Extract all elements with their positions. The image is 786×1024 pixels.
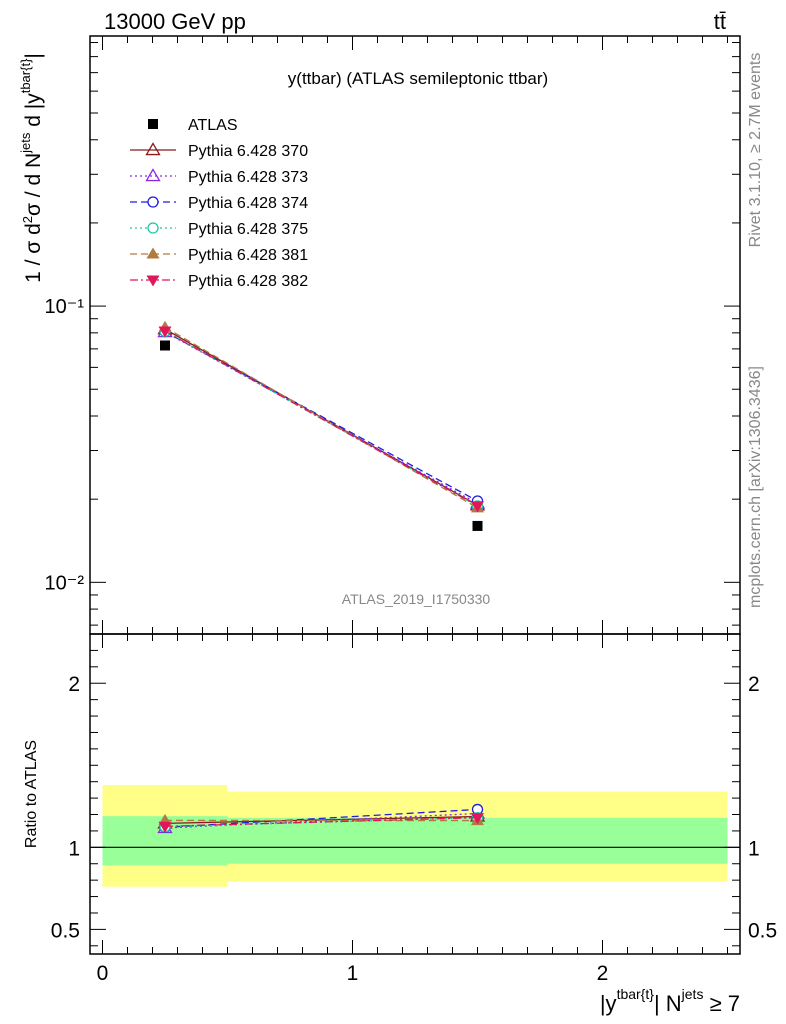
legend-entry: Pythia 6.428 375 [130,221,308,238]
x-axis-label: |ytbar{t}| Njets ≥ 7 [600,986,740,1016]
legend-marker [147,196,159,208]
data-point [158,326,172,338]
legend-marker [146,275,160,287]
main-panel: y(ttbar) (ATLAS semileptonic ttbar) ATLA… [18,35,741,635]
ratio-y-tick-label: 0.5 [51,919,80,942]
legend-entry: Pythia 6.428 382 [130,273,308,290]
svg-text:1 / σ d2σ / d Njets d |ytbar{t: 1 / σ d2σ / d Njets d |ytbar{t}| [18,53,45,283]
series-pythia-6-428-382 [158,326,484,513]
legend-marker [146,247,160,259]
legend-entry: Pythia 6.428 381 [130,247,308,264]
ratio-y-tick-label-right: 2 [748,673,760,696]
ratio-y-tick-label-right: 1 [748,837,760,860]
legend-marker [148,119,158,129]
ratio-y-axis-label: Ratio to ATLAS [23,740,40,848]
data-point [471,501,484,513]
ratio-line [164,816,478,827]
main-y-axis-label: 1 / σ d2σ / d Njets d |ytbar{t}| [18,53,45,283]
ratio-y-tick-label: 1 [68,837,80,860]
data-point [160,340,170,351]
legend-entry: Pythia 6.428 373 [130,168,308,186]
legend-entry: ATLAS [148,117,238,134]
site-label: mcplots.cern.ch [arXiv:1306.3436] [747,366,764,608]
process-label: tt̄ [714,9,726,34]
ratio-series-pythia-6-428-382 [158,813,484,833]
legend-marker [147,222,159,234]
legend-label: Pythia 6.428 373 [188,169,308,186]
energy-label: 13000 GeV pp [104,9,246,34]
ratio-point [471,813,484,825]
legend-marker [145,142,161,156]
series-line [164,326,478,509]
main-y-tick-label: 10⁻² [45,572,85,594]
x-tick-label: 0 [97,962,109,985]
legend-label: Pythia 6.428 381 [188,247,308,264]
legend-entry: Pythia 6.428 370 [130,142,308,160]
legend: ATLAS Pythia 6.428 370 Pythia 6.428 373 Pyt… [130,117,308,290]
series-line [164,331,478,505]
legend-label: Pythia 6.428 370 [188,143,308,160]
main-y-tick-label: 10⁻¹ [45,296,85,318]
svg-text:|ytbar{t}| Njets ≥ 7: |ytbar{t}| Njets ≥ 7 [600,986,740,1016]
series-atlas [160,340,483,531]
ratio-panel: 0.5 0.5 1 1 2 2 0 1 2 Ratio to ATLAS |ytbar{t}| … [23,633,777,1016]
uncertainty-band-inner [227,817,728,864]
ratio-y-tick-label-right: 0.5 [748,919,777,942]
ratio-frame [89,633,741,955]
series-line [164,330,478,507]
legend-label: Pythia 6.428 382 [188,273,308,290]
legend-entry: Pythia 6.428 374 [130,195,308,212]
data-point [472,520,483,531]
ratio-line [164,808,478,828]
analysis-id: ATLAS_2019_I1750330 [342,591,491,607]
legend-label: Pythia 6.428 374 [188,195,308,212]
legend-label: ATLAS [188,117,238,134]
legend-marker [145,168,161,182]
rivet-label: Rivet 3.1.10, ≥ 2.7M events [747,53,764,248]
ratio-y-tick-label: 2 [68,673,80,696]
main-chart-title: y(ttbar) (ATLAS semileptonic ttbar) [288,69,548,88]
legend-label: Pythia 6.428 375 [188,221,308,238]
ratio-point [158,821,172,833]
x-tick-label: 2 [597,962,609,985]
x-tick-label: 1 [347,962,359,985]
